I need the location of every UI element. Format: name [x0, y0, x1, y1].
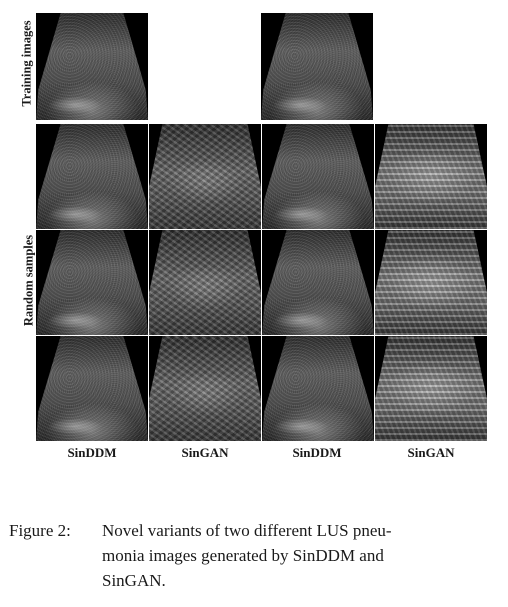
sample-sinddm-1-row-3 — [36, 336, 148, 441]
column-label-singan-1: SinGAN — [181, 445, 229, 460]
sample-sinddm-2-row-2 — [262, 230, 374, 335]
row-label-training: Training images — [19, 20, 34, 107]
training-image-1 — [36, 13, 148, 120]
training-image-2 — [261, 13, 373, 120]
sample-sinddm-1-row-1 — [36, 124, 148, 229]
sample-sinddm-1-row-2 — [36, 230, 148, 335]
sample-singan-1-row-2 — [149, 230, 261, 335]
column-label-sinddm-1: SinDDM — [67, 445, 117, 460]
sample-singan-1-row-1 — [149, 124, 261, 229]
sample-singan-1-row-3 — [149, 336, 261, 441]
caption-line-2: monia images generated by SinDDM and — [102, 546, 384, 565]
sample-singan-2-row-1 — [375, 124, 487, 229]
column-label-sinddm-2: SinDDM — [292, 445, 342, 460]
sample-singan-2-row-3 — [375, 336, 487, 441]
sample-singan-2-row-2 — [375, 230, 487, 335]
sample-sinddm-2-row-1 — [262, 124, 374, 229]
row-label-random: Random samples — [21, 234, 36, 327]
caption-line-1: Novel variants of two different LUS pneu… — [102, 521, 392, 540]
caption-label: Figure 2: — [9, 521, 71, 540]
column-label-singan-2: SinGAN — [407, 445, 455, 460]
sample-sinddm-2-row-3 — [262, 336, 374, 441]
caption-line-3: SinGAN. — [102, 571, 166, 590]
